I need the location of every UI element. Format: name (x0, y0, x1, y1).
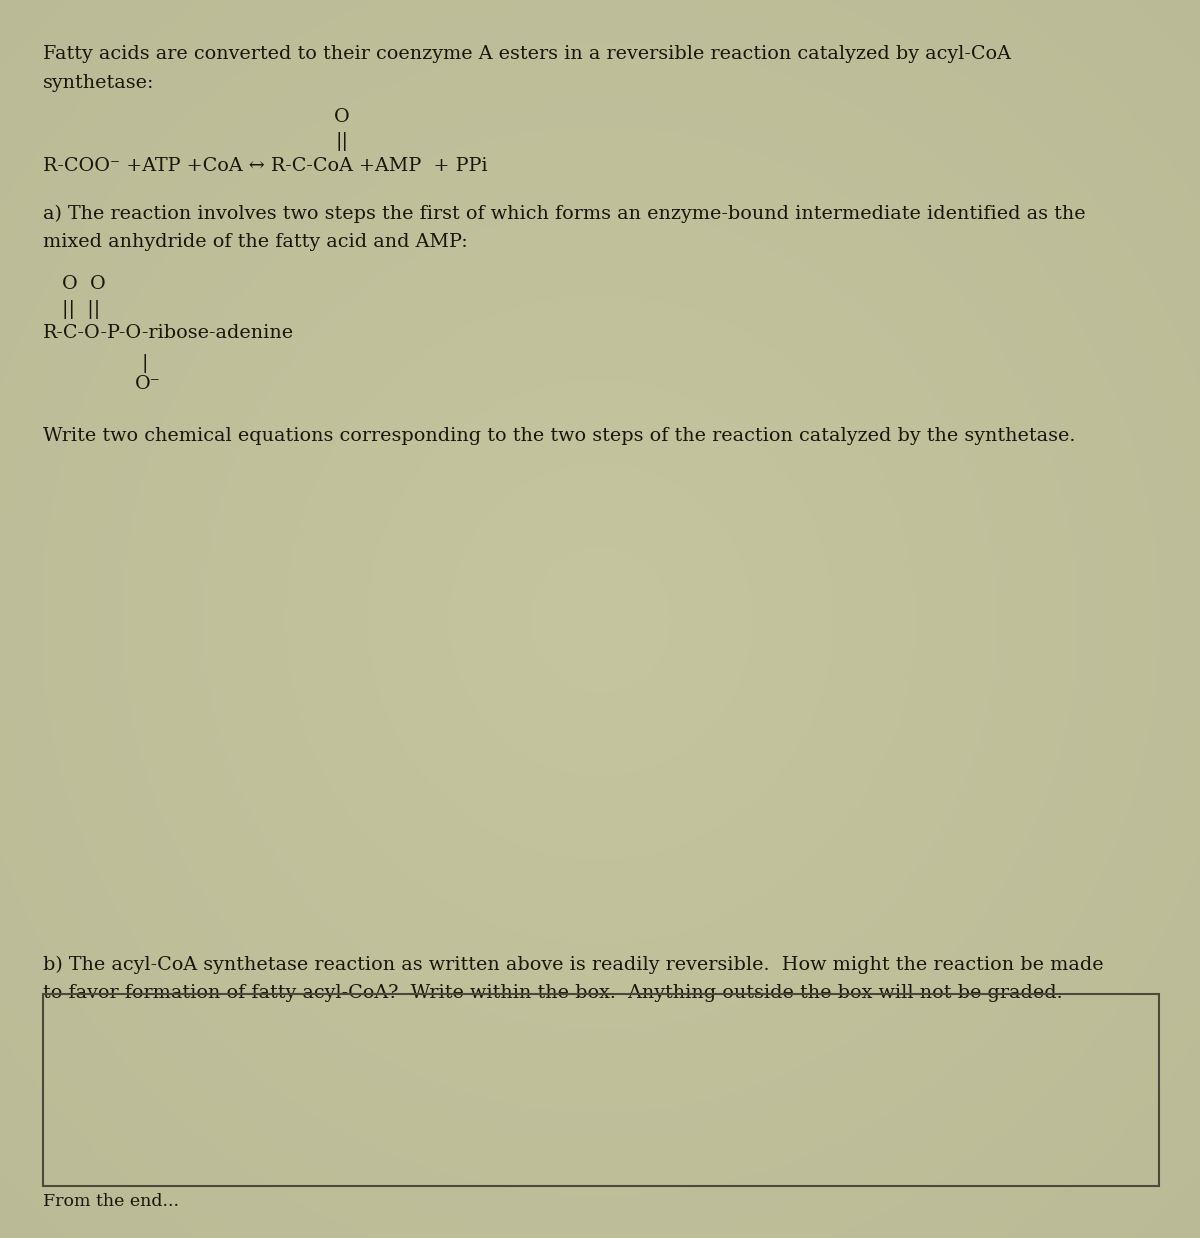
Text: Fatty acids are converted to their coenzyme A esters in a reversible reaction ca: Fatty acids are converted to their coenz… (43, 45, 1012, 63)
Text: O  O: O O (62, 275, 106, 293)
Text: From the end...: From the end... (43, 1193, 179, 1211)
Text: O: O (334, 108, 350, 126)
Text: Write two chemical equations corresponding to the two steps of the reaction cata: Write two chemical equations correspondi… (43, 427, 1075, 446)
Text: ||  ||: || || (62, 300, 101, 318)
Text: R-COO⁻ +ATP +CoA ↔ R-C-CoA +AMP  + PPi: R-COO⁻ +ATP +CoA ↔ R-C-CoA +AMP + PPi (43, 157, 488, 176)
Text: |: | (142, 354, 148, 373)
Text: synthetase:: synthetase: (43, 74, 155, 93)
Text: to favor formation of fatty acyl-CoA?  Write within the box.  Anything outside t: to favor formation of fatty acyl-CoA? Wr… (43, 984, 1063, 1003)
Text: ||: || (336, 132, 348, 151)
Text: O⁻: O⁻ (134, 375, 161, 394)
Text: b) The acyl-CoA synthetase reaction as written above is readily reversible.  How: b) The acyl-CoA synthetase reaction as w… (43, 956, 1104, 974)
Text: R-C-O-P-O-ribose-adenine: R-C-O-P-O-ribose-adenine (43, 324, 294, 343)
Text: mixed anhydride of the fatty acid and AMP:: mixed anhydride of the fatty acid and AM… (43, 233, 468, 251)
Text: a) The reaction involves two steps the first of which forms an enzyme-bound inte: a) The reaction involves two steps the f… (43, 204, 1086, 223)
